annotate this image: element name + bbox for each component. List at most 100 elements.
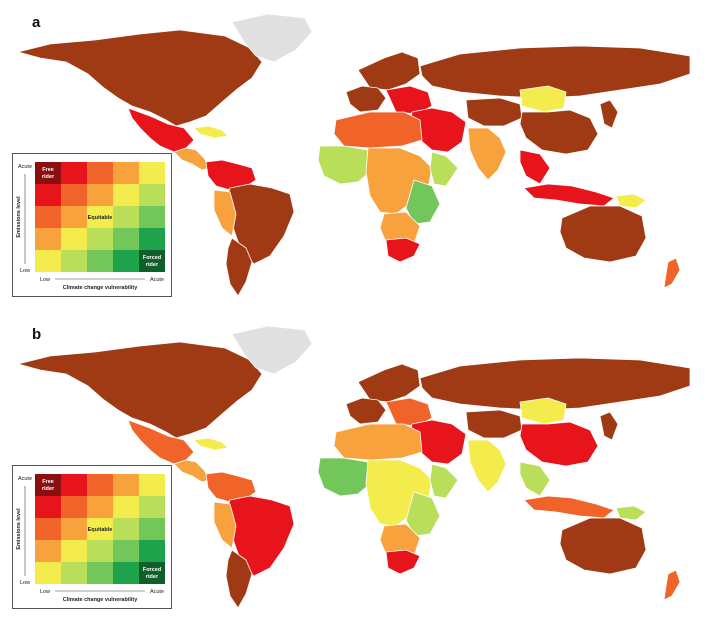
legend-free-rider-line2-a: rider	[42, 174, 55, 180]
legend-cell-3-1-a	[61, 228, 87, 250]
legend-cell-1-1-b	[61, 496, 87, 518]
legend-cell-1-1-a	[61, 184, 87, 206]
country-region-australia-b	[559, 517, 647, 575]
country-region-india-a	[467, 127, 507, 181]
country-region-europe-west-b	[345, 397, 387, 425]
legend-cell-4-0-a	[35, 250, 61, 272]
legend-cell-2-4-a	[139, 206, 165, 228]
country-region-europe-west-a	[345, 85, 387, 113]
legend-cell-2-1-b	[61, 518, 87, 540]
country-region-australia-a	[559, 205, 647, 263]
country-region-southeast-asia-b	[519, 461, 551, 497]
legend-cell-4-2-b	[87, 562, 113, 584]
legend-cell-4-2-a	[87, 250, 113, 272]
legend-cell-2-4-b	[139, 518, 165, 540]
map-panel-b: b Free rider Equitable Forced rider Acute Low E…	[0, 312, 720, 617]
legend-forced-rider-line1-b: Forced	[143, 567, 161, 573]
country-region-new-zealand-a	[663, 257, 681, 289]
legend-y-high-a: Acute	[18, 164, 32, 170]
country-region-papua-a	[615, 193, 647, 209]
legend-cell-1-2-a	[87, 184, 113, 206]
country-region-mongolia-a	[519, 85, 567, 113]
legend-cell-4-3-b	[113, 562, 139, 584]
country-region-southern-cone-a	[225, 237, 253, 297]
legend-free-rider-line1-a: Free	[42, 167, 54, 173]
legend-b: Free rider Equitable Forced rider Acute Low Emi…	[12, 465, 172, 609]
legend-cell-4-3-a	[113, 250, 139, 272]
legend-cell-4-4-b	[139, 562, 165, 584]
legend-cell-2-2-a	[87, 206, 113, 228]
country-region-russia-b	[419, 357, 691, 411]
legend-cell-1-3-b	[113, 496, 139, 518]
country-region-africa-north-a	[333, 111, 423, 149]
legend-free-rider-line2-b: rider	[42, 486, 55, 492]
legend-cell-0-0-b	[35, 474, 61, 496]
country-region-horn-of-africa-a	[429, 151, 459, 187]
country-region-central-america-a	[173, 147, 211, 171]
country-region-china-b	[519, 421, 599, 467]
legend-y-low-a: Low	[20, 268, 30, 274]
legend-cell-3-4-a	[139, 228, 165, 250]
legend-cell-1-0-b	[35, 496, 61, 518]
legend-a: Free rider Equitable Forced rider Acute Low Emi…	[12, 153, 172, 297]
legend-cell-3-3-b	[113, 540, 139, 562]
legend-cell-3-0-a	[35, 228, 61, 250]
country-region-north-america-a	[17, 29, 263, 127]
legend-cell-4-4-a	[139, 250, 165, 272]
country-region-caribbean-b	[193, 437, 229, 451]
legend-cell-0-4-b	[139, 474, 165, 496]
legend-cell-3-4-b	[139, 540, 165, 562]
map-panel-a: a Free rider Equitable Forced rider Acute Low E…	[0, 0, 720, 305]
legend-x-label-b: Climate change vulnerability	[63, 597, 139, 603]
world-map-a	[17, 13, 691, 297]
legend-cell-0-1-b	[61, 474, 87, 496]
country-region-japan-korea-b	[599, 411, 619, 441]
country-region-indonesia-a	[523, 183, 615, 207]
country-region-southeast-asia-a	[519, 149, 551, 185]
country-region-southern-cone-b	[225, 549, 253, 609]
country-region-africa-west-b	[317, 457, 373, 497]
world-map-b	[17, 325, 691, 609]
legend-cell-0-2-b	[87, 474, 113, 496]
legend-equitable-b: Equitable	[88, 527, 113, 533]
panel-label-b: b	[32, 326, 42, 343]
country-region-japan-korea-a	[599, 99, 619, 129]
legend-forced-rider-line2-b: rider	[146, 574, 159, 580]
legend-cell-2-2-b	[87, 518, 113, 540]
country-region-europe-north-b	[357, 363, 421, 403]
legend-y-high-b: Acute	[18, 476, 32, 482]
legend-cell-4-0-b	[35, 562, 61, 584]
legend-y-label-b: Emissions level	[16, 508, 22, 550]
country-region-greenland-a	[231, 13, 313, 63]
country-region-north-america-b	[17, 341, 263, 439]
country-region-central-america-b	[173, 459, 211, 483]
legend-cell-1-0-a	[35, 184, 61, 206]
country-region-russia-a	[419, 45, 691, 99]
country-region-caribbean-a	[193, 125, 229, 139]
legend-cell-0-3-a	[113, 162, 139, 184]
legend-cell-1-4-b	[139, 496, 165, 518]
legend-cell-2-0-b	[35, 518, 61, 540]
country-region-east-africa-b	[405, 491, 441, 537]
country-region-africa-west-a	[317, 145, 373, 185]
country-region-europe-north-a	[357, 51, 421, 91]
legend-cell-0-2-a	[87, 162, 113, 184]
legend-x-low-a: Low	[40, 277, 50, 283]
country-region-east-africa-a	[405, 179, 441, 225]
legend-cell-0-0-a	[35, 162, 61, 184]
legend-grid-a: FreeriderEquitableForcedriderAcuteLowEmi…	[16, 162, 165, 291]
legend-cell-3-2-b	[87, 540, 113, 562]
legend-cell-2-1-a	[61, 206, 87, 228]
legend-cell-3-1-b	[61, 540, 87, 562]
country-region-central-asia-a	[465, 97, 523, 127]
legend-x-high-a: Acute	[150, 277, 164, 283]
legend-y-label-a: Emissions level	[16, 196, 22, 238]
panel-label-a: a	[32, 14, 41, 31]
country-region-papua-b	[615, 505, 647, 521]
country-region-china-a	[519, 109, 599, 155]
legend-x-low-b: Low	[40, 589, 50, 595]
country-region-mongolia-b	[519, 397, 567, 425]
country-region-south-africa-b	[385, 549, 421, 575]
legend-cell-2-3-b	[113, 518, 139, 540]
country-region-central-asia-b	[465, 409, 523, 439]
